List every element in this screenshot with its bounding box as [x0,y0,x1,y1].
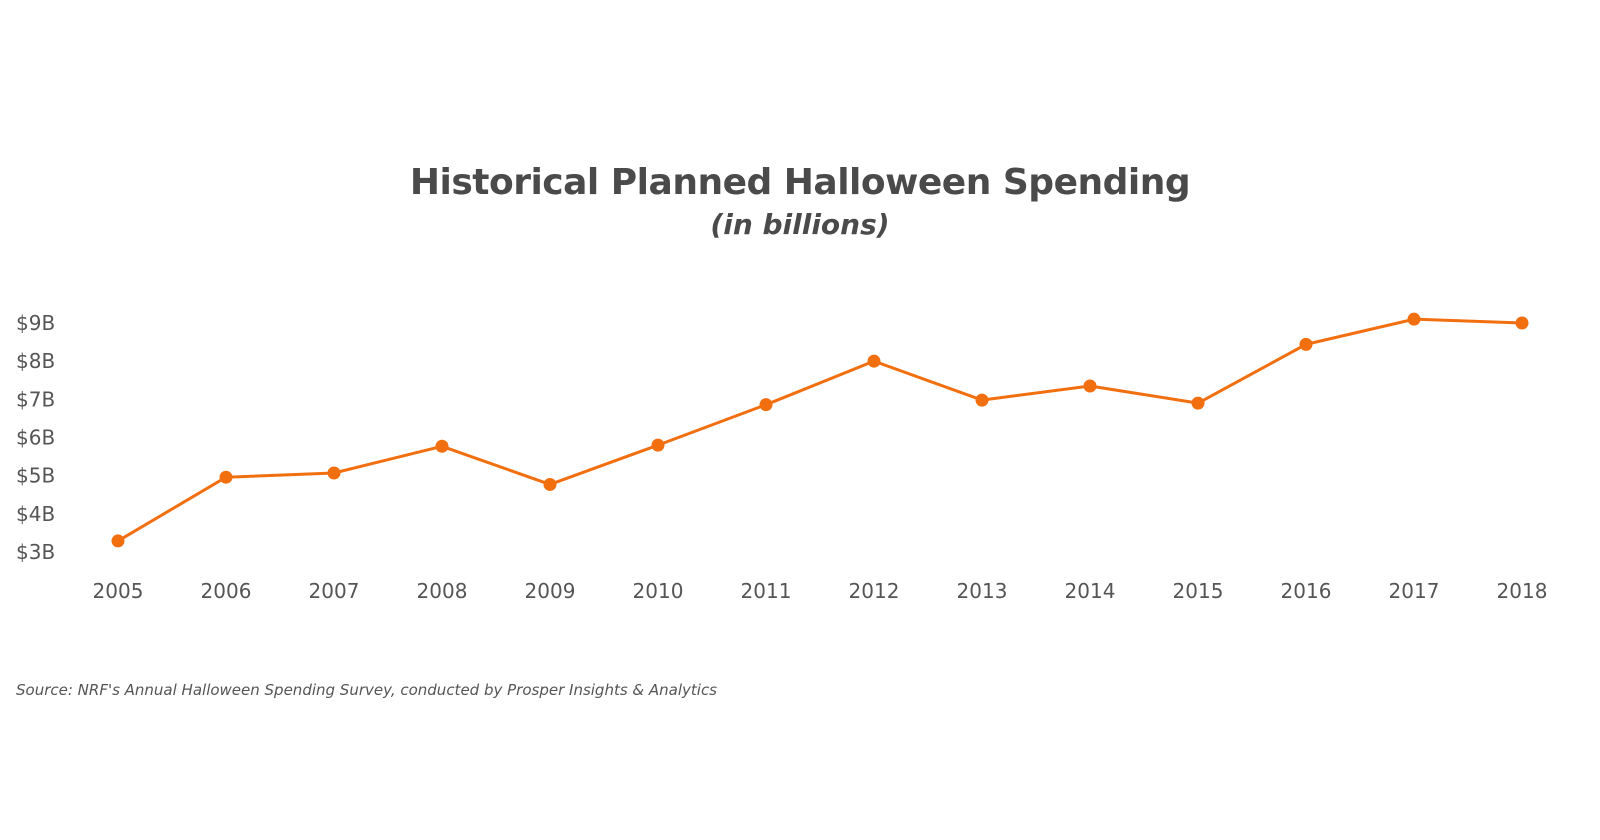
data-point-2016[interactable] [1299,337,1313,351]
series-spending [111,312,1529,548]
x-tick-label: 2006 [201,579,252,603]
data-point-2015[interactable] [1191,396,1205,410]
x-tick-label: 2009 [525,579,576,603]
data-point-2010[interactable] [651,438,665,452]
x-tick-label: 2015 [1173,579,1224,603]
data-point-2009[interactable] [543,477,557,491]
data-point-2005[interactable] [111,534,125,548]
data-point-2012[interactable] [867,354,881,368]
y-tick-label: $5B [16,464,55,488]
data-point-2013[interactable] [975,393,989,407]
data-point-2007[interactable] [327,466,341,480]
source-note: Source: NRF's Annual Halloween Spending … [16,681,718,699]
x-tick-label: 2007 [309,579,360,603]
data-point-2017[interactable] [1407,312,1421,326]
y-axis: $3B $4B $5B $6B $7B $8B $9B [16,311,55,564]
x-tick-label: 2013 [957,579,1008,603]
y-tick-label: $6B [16,426,55,450]
y-tick-label: $8B [16,349,55,373]
x-tick-label: 2010 [633,579,684,603]
data-point-2018[interactable] [1515,316,1529,330]
data-point-2006[interactable] [219,470,233,484]
x-tick-label: 2012 [849,579,900,603]
x-tick-label: 2005 [93,579,144,603]
x-tick-label: 2008 [417,579,468,603]
y-tick-label: $3B [16,540,55,564]
x-tick-label: 2018 [1497,579,1548,603]
chart-subtitle: (in billions) [710,208,890,241]
y-tick-label: $4B [16,502,55,526]
x-tick-label: 2016 [1281,579,1332,603]
chart-title: Historical Planned Halloween Spending [409,162,1191,203]
y-tick-label: $7B [16,387,55,411]
series-line [117,317,1523,543]
x-tick-label: 2017 [1389,579,1440,603]
data-point-2008[interactable] [435,439,449,453]
x-axis: 2005 2006 2007 2008 2009 2010 2011 2012 2013 2014… [93,579,1548,603]
x-tick-label: 2014 [1065,579,1116,603]
x-tick-label: 2011 [741,579,792,603]
y-tick-label: $9B [16,311,55,335]
data-point-2014[interactable] [1083,379,1097,393]
data-point-2011[interactable] [759,398,773,412]
